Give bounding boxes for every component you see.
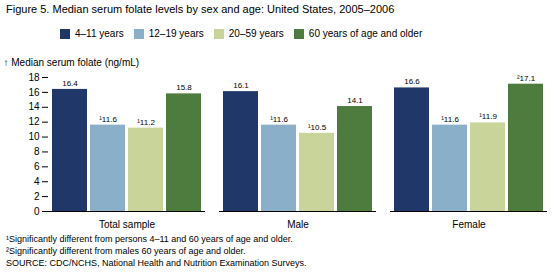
- html-text:Figure 5. Median serum folate: Figure 5. Median serum folate levels by …: [6, 3, 395, 15]
- html-text:12–19 years: 12–19 years: [148, 28, 204, 39]
- svg-text:12: 12: [28, 116, 40, 127]
- svg-text:¹11.6: ¹11.6: [441, 115, 459, 124]
- svg-text:14.1: 14.1: [347, 96, 363, 105]
- svg-text:6: 6: [34, 161, 40, 172]
- svg-text:¹11.2: ¹11.2: [137, 118, 155, 127]
- svg-text:²17.1: ²17.1: [517, 74, 536, 83]
- svg-text:16: 16: [28, 87, 40, 98]
- svg-text:Female: Female: [452, 219, 486, 230]
- svg-text:14: 14: [28, 101, 40, 112]
- svg-text:16.1: 16.1: [233, 81, 249, 90]
- html-text:²Significantly different from: ²Significantly different from males 60 y…: [6, 246, 246, 256]
- svg-text:¹11.9: ¹11.9: [479, 112, 497, 121]
- svg-text:¹11.6: ¹11.6: [270, 115, 288, 124]
- html-text:20–59 years: 20–59 years: [228, 28, 284, 39]
- svg-text:Male: Male: [287, 219, 309, 230]
- svg-text:4: 4: [34, 176, 40, 187]
- svg-text:18: 18: [28, 72, 40, 83]
- svg-text:2: 2: [34, 191, 40, 202]
- svg-text:0: 0: [34, 206, 40, 217]
- html-text:SOURCE: CDC/NCHS, National Hea: SOURCE: CDC/NCHS, National Health and Nu…: [6, 258, 307, 268]
- html-text:¹Significantly different from: ¹Significantly different from persons 4–…: [6, 234, 293, 244]
- svg-text:¹11.6: ¹11.6: [99, 115, 117, 124]
- svg-text:¹10.5: ¹10.5: [308, 123, 327, 132]
- svg-text:↑ Median serum folate (ng/mL): ↑ Median serum folate (ng/mL): [4, 57, 140, 68]
- svg-text:16.4: 16.4: [62, 79, 78, 88]
- svg-text:Total sample: Total sample: [99, 219, 156, 230]
- html-text:4–11 years: 4–11 years: [75, 28, 124, 39]
- svg-text:16.6: 16.6: [404, 77, 420, 86]
- svg-text:8: 8: [34, 146, 40, 157]
- svg-text:15.8: 15.8: [176, 83, 192, 92]
- svg-text:10: 10: [28, 131, 40, 142]
- html-text:60 years of age and older: 60 years of age and older: [308, 28, 423, 39]
